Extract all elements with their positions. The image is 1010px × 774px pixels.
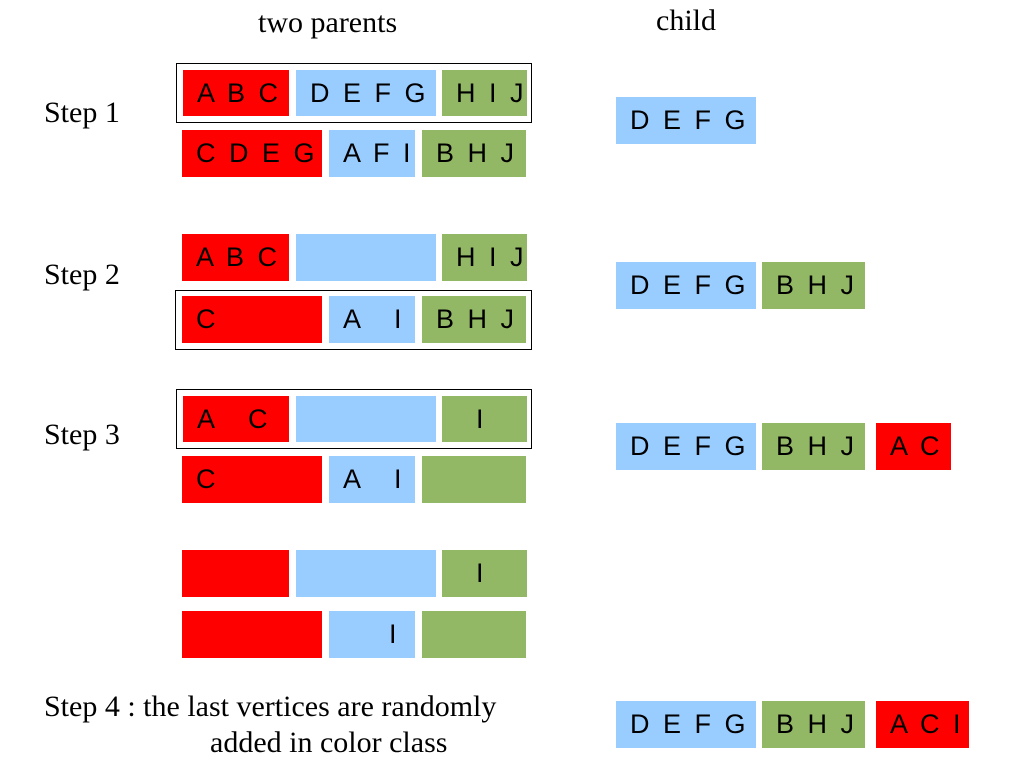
step-1-parent-1-green-class: H I J — [442, 70, 527, 116]
step-1-parent-2-red-class: C D E G — [182, 130, 322, 177]
step-3-selected-parent-frame — [176, 389, 532, 449]
step-1-child-blue-class: D E F G — [616, 97, 756, 144]
remaining-parent-1-green-class: I — [442, 550, 527, 597]
two-parents-header: two parents — [258, 6, 398, 39]
step-4-child-blue-class: D E F G — [616, 701, 756, 748]
step-1-parent-2-blue-class: A F I — [329, 130, 415, 177]
step-4-child-red-class: A C I — [876, 701, 969, 748]
remaining-parent-1-red-class — [182, 550, 289, 597]
remaining-parent-2-blue-class: I — [329, 611, 415, 658]
remaining-parent-2-green-class — [422, 611, 526, 658]
step-2-child-green-class: B H J — [762, 262, 865, 309]
step-3-child-red-class: A C — [876, 423, 951, 470]
step-2-parent-1-red-class: A B C — [182, 234, 289, 281]
step-2-child-blue-class: D E F G — [616, 262, 756, 309]
step-1-selected-parent-frame — [176, 63, 532, 123]
step-4-caption-line-2: added in color class — [210, 726, 448, 759]
step-1-label: Step 1 — [44, 96, 120, 129]
step-2-parent-1-green-class: H I J — [442, 234, 527, 281]
step-2-parent-2-green-class: B H J — [422, 296, 526, 343]
step-3-child-green-class: B H J — [762, 423, 865, 470]
step-3-child-blue-class: D E F G — [616, 423, 756, 470]
remaining-parent-2-red-class — [182, 611, 322, 658]
step-4-child-green-class: B H J — [762, 701, 865, 748]
step-2-parent-2-red-class: C — [182, 296, 322, 343]
step-3-parent-1-red-class: A C — [183, 396, 289, 442]
step-4-caption-line-1: Step 4 : the last vertices are randomly — [44, 690, 497, 723]
child-header: child — [656, 4, 716, 37]
step-3-label: Step 3 — [44, 418, 120, 451]
remaining-parent-1-blue-class — [296, 550, 436, 597]
step-2-label: Step 2 — [44, 258, 120, 291]
step-1-parent-1-red-class: A B C — [183, 70, 289, 116]
step-3-parent-1-blue-class — [296, 396, 436, 442]
step-3-parent-2-green-class — [422, 456, 526, 503]
step-2-selected-parent-frame — [175, 290, 532, 350]
step-2-parent-1-blue-class — [296, 234, 436, 281]
step-3-parent-2-blue-class: A I — [329, 456, 415, 503]
step-1-parent-2-green-class: B H J — [422, 130, 526, 177]
step-2-parent-2-blue-class: A I — [329, 296, 415, 343]
step-3-parent-1-green-class: I — [442, 396, 527, 442]
step-3-parent-2-red-class: C — [182, 456, 322, 503]
step-1-parent-1-blue-class: D E F G — [296, 70, 436, 116]
